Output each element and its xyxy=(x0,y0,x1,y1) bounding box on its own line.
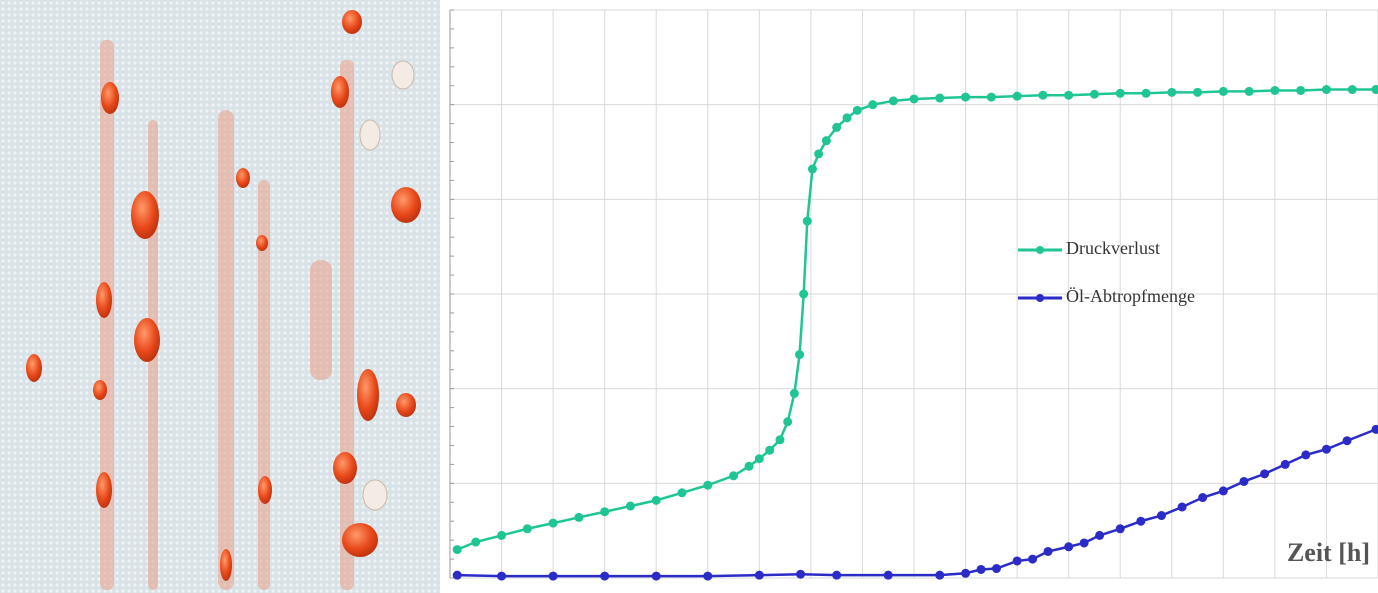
data-point xyxy=(775,435,784,444)
data-point xyxy=(755,571,764,580)
legend: Druckverlust Öl-Abtropfmenge xyxy=(1018,238,1195,306)
data-point xyxy=(497,531,506,540)
data-point xyxy=(910,94,919,103)
data-point xyxy=(453,545,462,554)
data-point xyxy=(961,569,970,578)
data-point xyxy=(1116,524,1125,533)
data-point xyxy=(745,462,754,471)
data-point xyxy=(765,446,774,455)
data-point xyxy=(1322,85,1331,94)
data-point xyxy=(755,454,764,463)
data-point xyxy=(1136,517,1145,526)
data-point xyxy=(703,572,712,581)
data-point xyxy=(987,93,996,102)
data-point xyxy=(1270,86,1279,95)
series-line xyxy=(457,429,1376,576)
data-point xyxy=(1116,89,1125,98)
data-point xyxy=(1198,493,1207,502)
data-point xyxy=(1245,87,1254,96)
data-point xyxy=(1090,90,1099,99)
x-axis-label: Zeit [h] xyxy=(1287,538,1370,567)
data-point xyxy=(549,519,558,528)
data-point xyxy=(783,417,792,426)
data-point xyxy=(961,93,970,102)
data-point xyxy=(1281,460,1290,469)
data-point xyxy=(799,290,808,299)
data-point xyxy=(1239,477,1248,486)
data-point xyxy=(549,572,558,581)
data-point xyxy=(652,572,661,581)
data-point xyxy=(1028,555,1037,564)
photo xyxy=(0,0,440,593)
data-point xyxy=(832,123,841,132)
data-point xyxy=(790,389,799,398)
data-point xyxy=(523,524,532,533)
legend-marker xyxy=(1036,246,1044,254)
data-point xyxy=(868,100,877,109)
figure: Druckverlust Öl-Abtropfmenge Zeit [h] xyxy=(0,0,1378,593)
data-point xyxy=(574,513,583,522)
data-point xyxy=(678,488,687,497)
data-point xyxy=(1371,425,1378,434)
data-point xyxy=(1013,92,1022,101)
data-point xyxy=(853,106,862,115)
data-point xyxy=(1371,85,1378,94)
data-point xyxy=(626,502,635,511)
data-point xyxy=(1260,469,1269,478)
data-point xyxy=(814,149,823,158)
data-point xyxy=(1013,556,1022,565)
data-point xyxy=(1178,503,1187,512)
legend-label: Öl-Abtropfmenge xyxy=(1066,286,1195,306)
data-point xyxy=(1301,450,1310,459)
data-point xyxy=(832,571,841,580)
data-point xyxy=(1064,542,1073,551)
data-point xyxy=(803,217,812,226)
page: {"chart_data": {"type": "line", "x_label… xyxy=(0,0,1378,593)
data-point xyxy=(1044,547,1053,556)
plot-area xyxy=(450,10,1378,581)
data-point xyxy=(1343,436,1352,445)
data-point xyxy=(652,496,661,505)
data-point xyxy=(884,571,893,580)
data-point xyxy=(1142,89,1151,98)
data-point xyxy=(1322,445,1331,454)
data-point xyxy=(1064,91,1073,100)
data-point xyxy=(1157,511,1166,520)
data-point xyxy=(1296,86,1305,95)
data-point xyxy=(795,350,804,359)
legend-marker xyxy=(1036,294,1044,302)
data-point xyxy=(808,165,817,174)
data-point xyxy=(1080,538,1089,547)
data-point xyxy=(471,538,480,547)
data-point xyxy=(600,572,609,581)
data-point xyxy=(1348,85,1357,94)
data-point xyxy=(1038,91,1047,100)
data-point xyxy=(977,565,986,574)
data-point xyxy=(935,94,944,103)
data-point xyxy=(703,481,712,490)
data-point xyxy=(729,471,738,480)
data-point xyxy=(1193,88,1202,97)
data-point xyxy=(1095,531,1104,540)
data-point xyxy=(842,113,851,122)
data-point xyxy=(1219,87,1228,96)
legend-label: Druckverlust xyxy=(1066,238,1160,258)
data-point xyxy=(453,571,462,580)
data-point xyxy=(992,564,1001,573)
data-point xyxy=(935,571,944,580)
data-point xyxy=(600,507,609,516)
data-point xyxy=(1219,486,1228,495)
data-point xyxy=(497,572,506,581)
data-point xyxy=(889,96,898,105)
series-line xyxy=(457,90,1376,550)
data-point xyxy=(822,136,831,145)
data-point xyxy=(796,570,805,579)
data-point xyxy=(1167,88,1176,97)
